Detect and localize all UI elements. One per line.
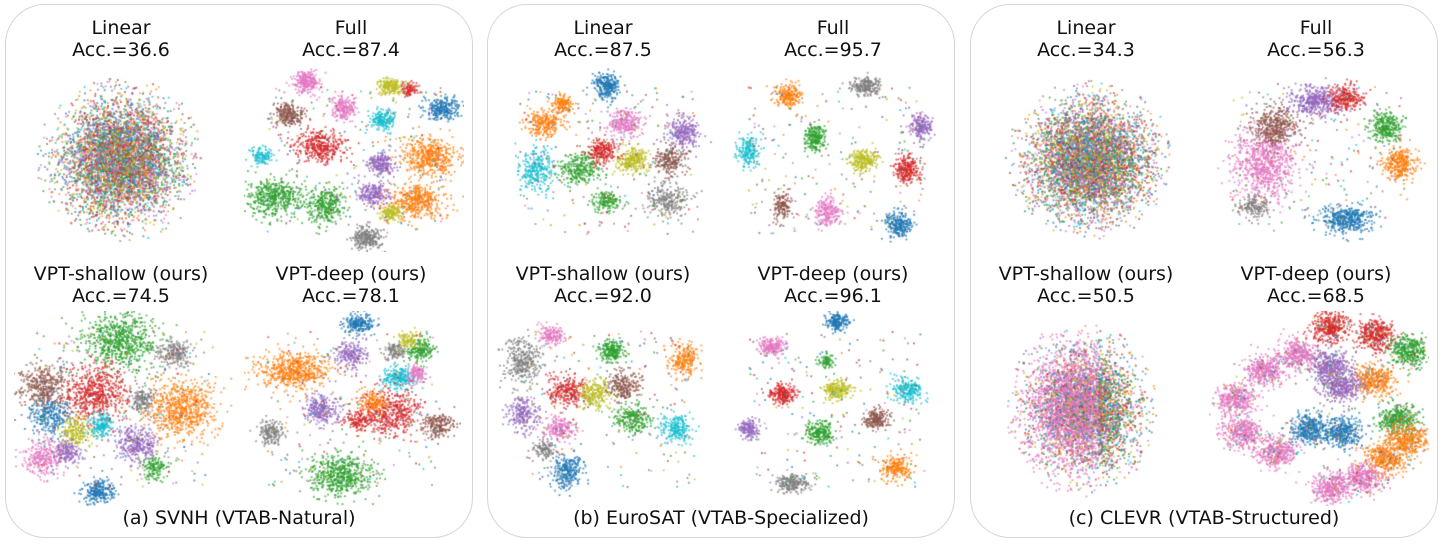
accuracy-label: Acc.=74.5 [72,285,170,307]
method-name: Linear [91,17,151,39]
plot-title: VPT-deep (ours) Acc.=68.5 [1201,263,1431,307]
tsne-scatter-linear [979,67,1199,252]
method-name: VPT-shallow (ours) [998,263,1174,285]
tsne-scatter-full [726,67,946,252]
accuracy-label: Acc.=36.6 [72,39,170,61]
method-name: VPT-deep (ours) [757,263,909,285]
plot-title: Full Acc.=95.7 [718,17,948,61]
accuracy-label: Acc.=87.5 [554,39,652,61]
plot-title: VPT-deep (ours) Acc.=78.1 [236,263,466,307]
method-name: Full [334,17,368,39]
panel-caption: (a) SVNH (VTAB-Natural) [122,507,356,529]
method-name: Full [816,17,850,39]
panel-caption: (b) EuroSAT (VTAB-Specialized) [573,507,869,529]
panel-clevr: Linear Acc.=34.3 Full Acc.=56.3 VPT-shal… [970,4,1438,538]
plot-title: VPT-shallow (ours) Acc.=74.5 [6,263,236,307]
panel-caption: (c) CLEVR (VTAB-Structured) [1068,507,1340,529]
tsne-scatter-vpt-deep [726,311,946,506]
method-name: Full [1299,17,1333,39]
plot-title: VPT-shallow (ours) Acc.=92.0 [488,263,718,307]
plot-title: VPT-deep (ours) Acc.=96.1 [718,263,948,307]
accuracy-label: Acc.=96.1 [784,285,882,307]
tsne-scatter-vpt-shallow [496,311,716,506]
plot-title: VPT-shallow (ours) Acc.=50.5 [971,263,1201,307]
tsne-scatter-vpt-deep [1209,311,1429,506]
tsne-scatter-vpt-shallow [979,311,1199,506]
plot-title: Linear Acc.=34.3 [971,17,1201,61]
tsne-scatter-vpt-shallow [14,311,234,506]
method-name: Linear [573,17,633,39]
plot-title: Full Acc.=56.3 [1201,17,1431,61]
plot-title: Linear Acc.=87.5 [488,17,718,61]
accuracy-label: Acc.=50.5 [1037,285,1135,307]
panel-svhn: Linear Acc.=36.6 Full Acc.=87.4 VPT-shal… [5,4,473,538]
accuracy-label: Acc.=56.3 [1267,39,1365,61]
accuracy-label: Acc.=95.7 [784,39,882,61]
panel-eurosat: Linear Acc.=87.5 Full Acc.=95.7 VPT-shal… [487,4,955,538]
method-name: Linear [1056,17,1116,39]
tsne-scatter-full [1209,67,1429,252]
tsne-scatter-vpt-deep [244,311,464,506]
tsne-scatter-full [244,67,464,252]
accuracy-label: Acc.=68.5 [1267,285,1365,307]
method-name: VPT-shallow (ours) [515,263,691,285]
accuracy-label: Acc.=78.1 [302,285,400,307]
accuracy-label: Acc.=92.0 [554,285,652,307]
method-name: VPT-shallow (ours) [33,263,209,285]
plot-title: Full Acc.=87.4 [236,17,466,61]
tsne-scatter-linear [496,67,716,252]
tsne-scatter-linear [14,67,234,252]
accuracy-label: Acc.=87.4 [302,39,400,61]
plot-title: Linear Acc.=36.6 [6,17,236,61]
accuracy-label: Acc.=34.3 [1037,39,1135,61]
method-name: VPT-deep (ours) [1240,263,1392,285]
method-name: VPT-deep (ours) [275,263,427,285]
